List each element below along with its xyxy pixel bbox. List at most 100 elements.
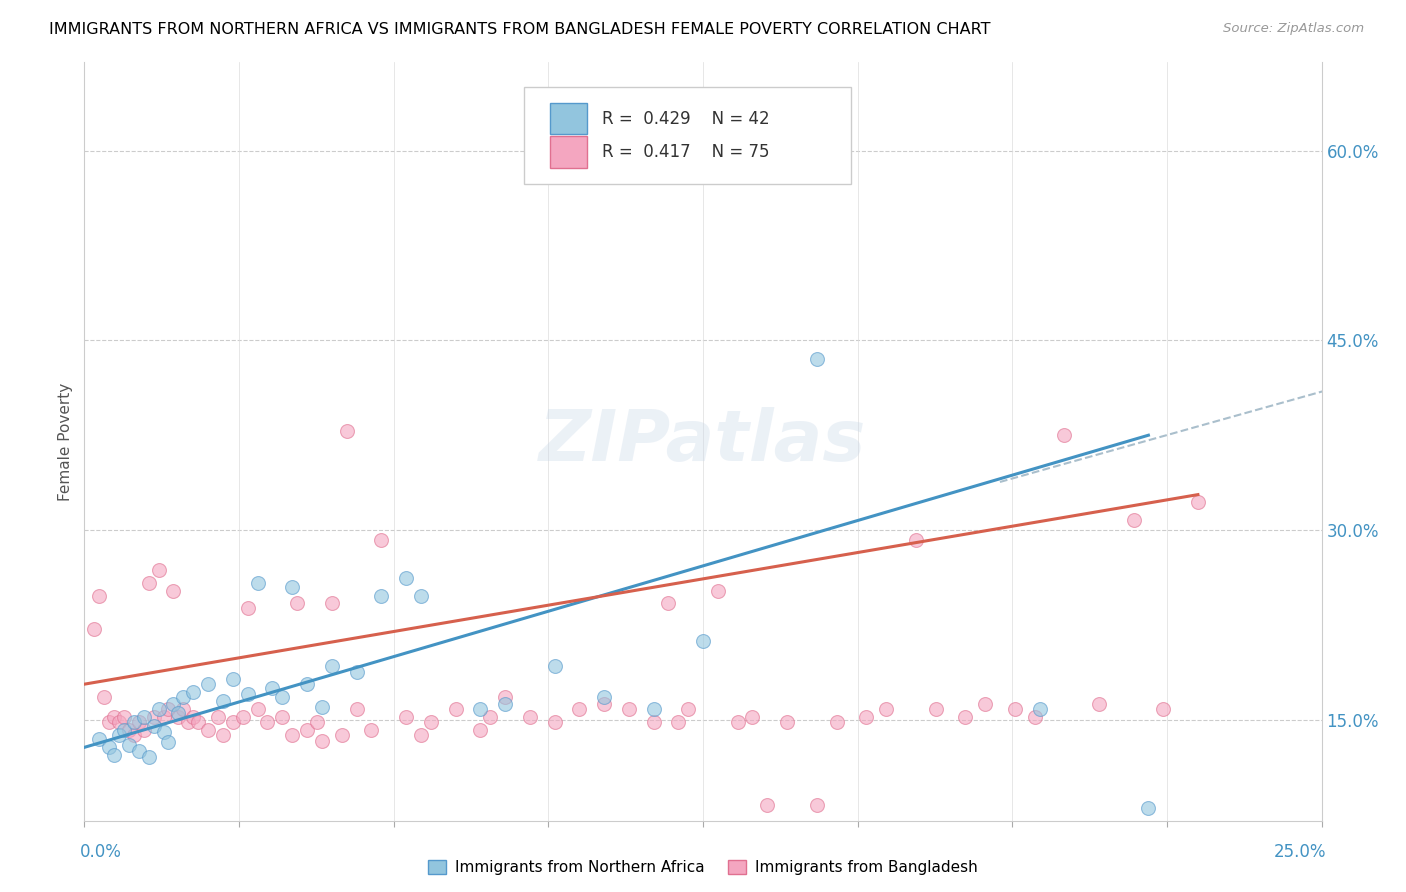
Point (395, 571, 418, 585)
Point (246, 576, 269, 591)
Point (346, 702, 368, 716)
Point (1088, 698, 1111, 712)
Point (232, 710, 254, 724)
Point (98, 740, 121, 755)
Y-axis label: Female Poverty: Female Poverty (58, 383, 73, 500)
Legend: Immigrants from Northern Africa, Immigrants from Bangladesh: Immigrants from Northern Africa, Immigra… (422, 854, 984, 881)
Text: ZIPatlas: ZIPatlas (540, 407, 866, 476)
Point (727, 715, 749, 730)
Point (1122, 513, 1144, 527)
Point (409, 589, 432, 603)
Point (336, 425, 359, 439)
Point (470, 702, 492, 716)
Point (138, 576, 160, 591)
Point (1152, 702, 1174, 716)
Point (444, 702, 467, 716)
Point (470, 723, 492, 737)
Point (666, 715, 689, 730)
Point (181, 710, 204, 724)
Point (181, 685, 204, 699)
Text: 0.0%: 0.0% (79, 844, 121, 862)
Point (1004, 702, 1026, 716)
Point (148, 564, 170, 578)
Point (108, 715, 131, 730)
Point (419, 715, 441, 730)
Text: IMMIGRANTS FROM NORTHERN AFRICA VS IMMIGRANTS FROM BANGLADESH FEMALE POVERTY COR: IMMIGRANTS FROM NORTHERN AFRICA VS IMMIG… (49, 22, 991, 37)
Point (1187, 495, 1209, 509)
Point (281, 580, 304, 594)
Point (112, 710, 135, 724)
Point (311, 699, 333, 714)
Point (103, 747, 125, 762)
FancyBboxPatch shape (550, 103, 586, 135)
Point (543, 715, 565, 730)
Point (118, 738, 141, 752)
Point (236, 687, 259, 701)
Point (246, 702, 269, 716)
Point (152, 710, 174, 724)
Point (494, 690, 516, 704)
Point (162, 583, 184, 598)
Point (167, 706, 190, 721)
Point (256, 715, 278, 730)
Point (617, 702, 640, 716)
Point (295, 723, 318, 737)
Point (162, 698, 184, 712)
Point (494, 698, 516, 712)
Point (519, 710, 541, 724)
Point (142, 710, 165, 724)
Point (207, 710, 229, 724)
Point (806, 798, 828, 813)
Point (855, 710, 877, 724)
Point (305, 715, 328, 730)
Point (122, 728, 145, 742)
Point (142, 719, 165, 733)
Point (222, 672, 245, 686)
Point (360, 723, 382, 737)
Point (118, 723, 141, 737)
Point (138, 750, 160, 764)
Point (676, 702, 699, 716)
Point (657, 596, 679, 610)
Point (89, 589, 111, 603)
Point (330, 728, 353, 742)
Point (212, 728, 235, 742)
Point (172, 702, 194, 716)
Point (825, 715, 848, 730)
Point (311, 734, 333, 748)
Point (212, 693, 235, 707)
Point (197, 677, 219, 691)
Point (1028, 702, 1050, 716)
Point (83, 622, 105, 636)
Point (108, 728, 131, 742)
Point (236, 601, 259, 615)
Point (593, 690, 616, 704)
Point (321, 659, 343, 673)
Point (285, 596, 308, 610)
Text: R =  0.417    N = 75: R = 0.417 N = 75 (602, 143, 769, 161)
FancyBboxPatch shape (523, 87, 852, 184)
Point (148, 702, 170, 716)
Point (370, 533, 392, 548)
Point (157, 735, 180, 749)
Point (271, 690, 294, 704)
Point (346, 665, 368, 679)
Point (1053, 428, 1076, 442)
Point (904, 533, 927, 548)
Point (103, 710, 125, 724)
Point (157, 702, 180, 716)
Text: Source: ZipAtlas.com: Source: ZipAtlas.com (1223, 22, 1364, 36)
Point (89, 731, 111, 746)
Point (1024, 710, 1046, 724)
Point (167, 710, 190, 724)
Point (271, 710, 294, 724)
Point (98, 715, 121, 730)
Point (543, 659, 565, 673)
Point (128, 715, 150, 730)
Point (974, 698, 997, 712)
Point (262, 681, 284, 695)
Point (122, 715, 145, 730)
Text: 25.0%: 25.0% (1274, 844, 1327, 862)
Point (177, 715, 200, 730)
Point (643, 702, 665, 716)
